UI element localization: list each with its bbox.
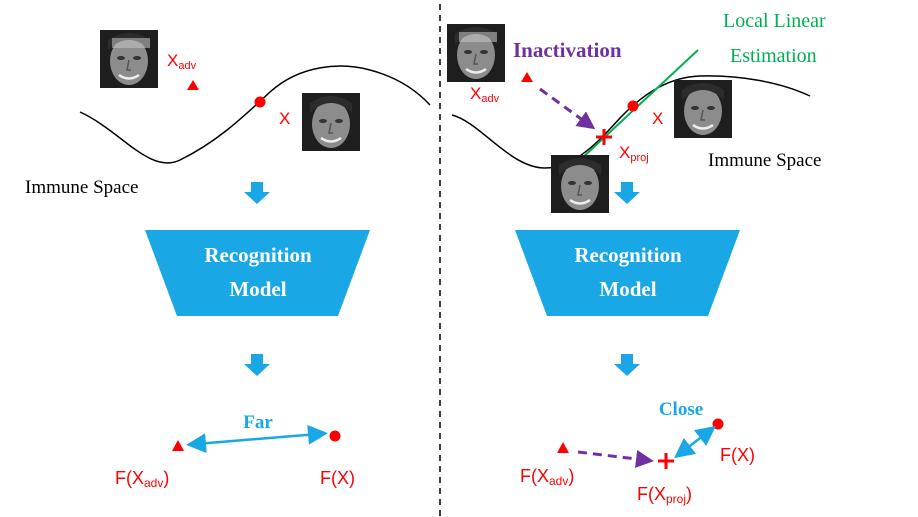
inactivation-label: Inactivation: [513, 38, 622, 62]
left-f-x-label: F(X): [320, 468, 355, 488]
right-x-proj-label: Xproj: [619, 143, 649, 164]
right-f-x-adv-label: F(Xadv): [520, 466, 574, 488]
right-down-arrow-1: [614, 182, 640, 204]
right-x-marker: [627, 100, 639, 112]
right-projected-face-image: [549, 153, 611, 215]
right-x-proj-marker: [596, 129, 612, 145]
close-arrow: [674, 425, 716, 459]
left-far-label: Far: [243, 412, 273, 433]
output-inactivation-arrow: [577, 449, 654, 468]
left-x-adv-marker: [187, 80, 199, 90]
left-f-x-marker: [329, 430, 341, 442]
right-recognition-model-block: [515, 230, 740, 316]
left-clean-face-image: [300, 91, 362, 153]
left-immune-space-label: Immune Space: [25, 177, 138, 198]
right-immune-space-label: Immune Space: [708, 150, 821, 171]
left-far-arrow: [186, 424, 328, 454]
left-x-adv-label: Xadv: [167, 51, 197, 72]
left-model-label-line1: Recognition: [204, 243, 312, 267]
left-recognition-model-block: [145, 230, 370, 316]
lle-label-line2: Estimation: [730, 45, 817, 67]
left-f-x-adv-label: F(Xadv): [115, 468, 169, 490]
left-down-arrow-2: [244, 354, 270, 376]
right-panel: Local Linear Estimation Inactivation Xad…: [445, 10, 826, 506]
right-f-x-proj-label: F(Xproj): [637, 484, 692, 506]
left-immune-curve: [79, 65, 431, 164]
inactivation-arrow: [539, 87, 596, 130]
lle-label-line1: Local Linear: [723, 10, 826, 32]
left-model-label-line2: Model: [229, 277, 286, 301]
right-x-adv-label: Xadv: [470, 84, 500, 105]
left-x-marker: [254, 96, 266, 108]
left-f-x-adv-marker: [172, 440, 184, 451]
right-immune-curve: [451, 75, 811, 169]
right-adversarial-patch: [459, 32, 497, 42]
right-x-adv-marker: [521, 72, 533, 82]
right-f-x-proj-marker: [658, 453, 674, 469]
right-f-x-marker: [712, 418, 724, 430]
right-model-label-line1: Recognition: [574, 243, 682, 267]
left-x-label: X: [279, 109, 290, 128]
right-clean-face-image: [672, 78, 734, 140]
right-down-arrow-2: [614, 354, 640, 376]
left-down-arrow-1: [244, 182, 270, 204]
left-adversarial-patch: [112, 38, 150, 48]
local-linear-estimation-line: [579, 49, 699, 161]
right-x-label: X: [652, 109, 663, 128]
close-label: Close: [659, 399, 703, 420]
right-model-label-line2: Model: [599, 277, 656, 301]
right-f-x-adv-marker: [557, 442, 569, 453]
left-panel: Xadv X Immune Space Recognition Model Fa…: [25, 28, 431, 490]
right-f-x-label: F(X): [720, 445, 755, 465]
